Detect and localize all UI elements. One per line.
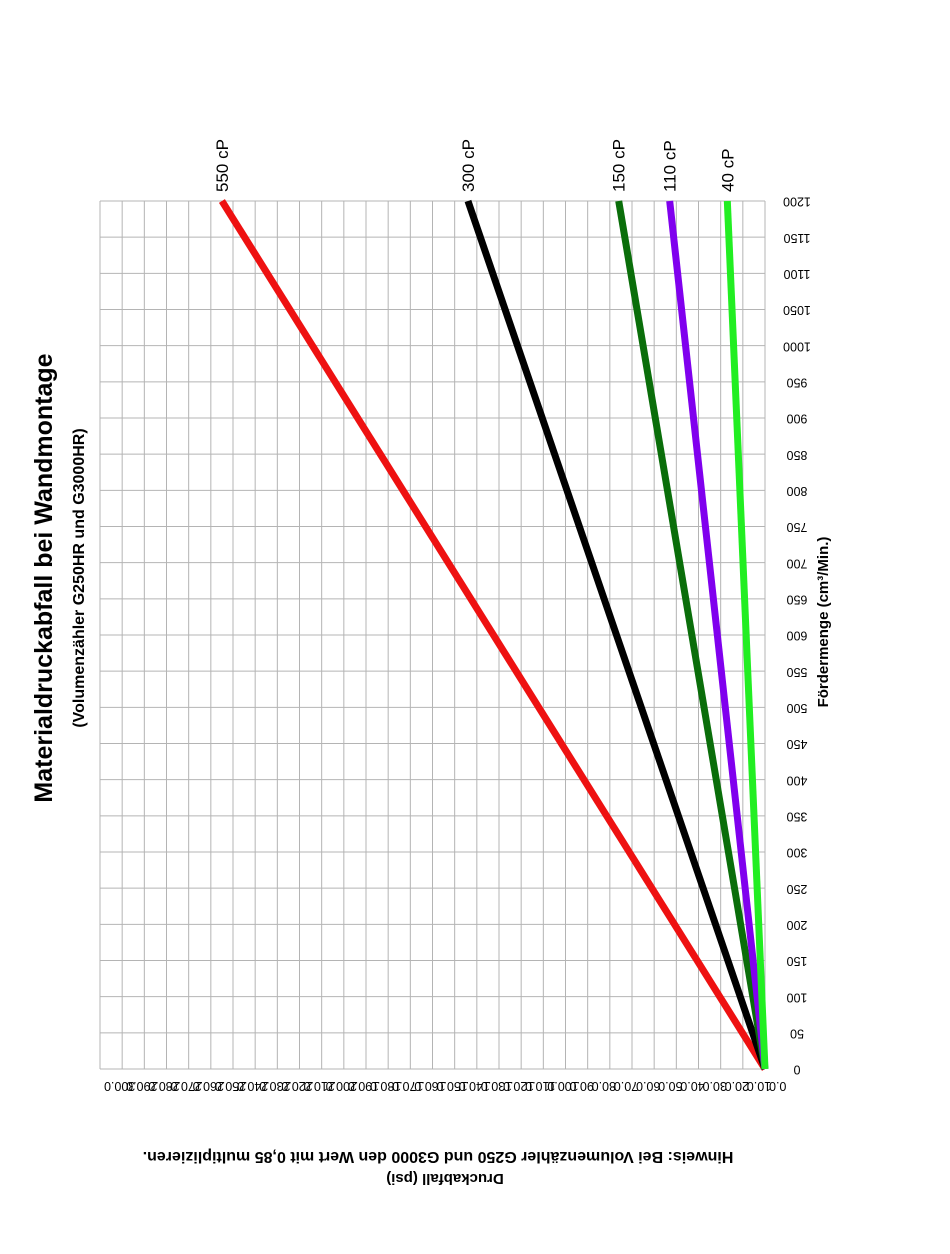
series-label: 550 cP [213, 139, 232, 192]
series-line [218, 199, 768, 1071]
pressure-tick-label: 250.0 [215, 1079, 246, 1093]
flow-tick-label: 400 [787, 773, 808, 787]
pressure-tick-label: 40.0 [680, 1079, 704, 1093]
flow-tick-label: 600 [787, 629, 808, 643]
chart-subtitle: (Volumenzähler G250HR und G3000HR) [71, 428, 88, 727]
series-line [723, 200, 769, 1070]
flow-tick-label: 1200 [783, 195, 811, 209]
pressure-tick-label: 290.0 [126, 1079, 157, 1093]
pressure-tick-label: 130.0 [481, 1079, 512, 1093]
series-label: 300 cP [459, 139, 478, 192]
flow-tick-labels: 0 50 100 150 200 250 300 350 400 450 500 550 600 650 7… [783, 195, 811, 1077]
pressure-tick-label: 240.0 [237, 1079, 268, 1093]
pressure-tick-label: 270.0 [170, 1079, 201, 1093]
flow-tick-label: 1150 [784, 231, 811, 245]
flow-tick-label: 800 [787, 484, 808, 498]
pressure-tick-label: 110.0 [525, 1079, 555, 1093]
series-line [615, 200, 769, 1070]
series-label: 40 cP [718, 149, 737, 192]
series-label: 110 cP [661, 140, 680, 192]
pressure-tick-label: 60.0 [636, 1079, 660, 1093]
pressure-tick-label: 300.0 [104, 1079, 135, 1093]
pressure-tick-label: 150.0 [436, 1079, 467, 1093]
flow-tick-label: 850 [787, 448, 808, 462]
x-axis-title: Fördermenge (cm³/Min.) [815, 537, 832, 708]
grid [99, 200, 766, 1070]
flow-tick-label: 250 [787, 882, 808, 896]
pressure-tick-label: 280.0 [148, 1079, 179, 1093]
flow-tick-label: 900 [787, 412, 808, 426]
pressure-tick-label: 230.0 [259, 1079, 290, 1093]
series-line [464, 199, 769, 1071]
y-axis-title: Druckabfall (psi) [386, 1170, 504, 1187]
series-lines [218, 199, 769, 1071]
pressure-tick-label: 90.0 [569, 1079, 593, 1093]
flow-tick-label: 1000 [783, 339, 811, 353]
pressure-tick-label: 190.0 [348, 1079, 379, 1093]
pressure-tick-label: 50.0 [658, 1079, 682, 1093]
flow-tick-label: 750 [787, 520, 808, 534]
pressure-tick-label: 170.0 [392, 1079, 423, 1093]
pressure-tick-label: 180.0 [370, 1079, 401, 1093]
flow-tick-label: 0 [793, 1063, 800, 1077]
pressure-tick-label: 30.0 [702, 1079, 726, 1093]
flow-tick-label: 150 [787, 954, 808, 968]
flow-tick-label: 550 [787, 665, 808, 679]
flow-tick-label: 100 [787, 990, 808, 1004]
pressure-tick-label: 100.0 [547, 1079, 578, 1093]
series-line [666, 200, 769, 1070]
pressure-tick-label: 160.0 [414, 1079, 445, 1093]
flow-tick-label: 200 [787, 918, 808, 932]
pressure-tick-labels: 0.010.020.030.040.050.060.070.080.090.01… [104, 1079, 786, 1093]
flow-tick-label: 700 [787, 556, 808, 570]
pressure-tick-label: 20.0 [725, 1079, 749, 1093]
flow-tick-label: 1050 [783, 303, 811, 317]
chart-title: Materialdruckabfall bei Wandmontage [30, 353, 58, 802]
pressure-tick-label: 0.0 [769, 1079, 786, 1093]
pressure-tick-label: 10.0 [747, 1079, 771, 1093]
note-text: Hinweis: Bei Volumenzähler G250 und G300… [143, 1148, 734, 1165]
pressure-tick-label: 200.0 [326, 1079, 357, 1093]
series-label: 150 cP [610, 139, 629, 192]
flow-tick-label: 350 [787, 810, 808, 824]
pressure-tick-label: 260.0 [193, 1079, 224, 1093]
pressure-tick-label: 80.0 [592, 1079, 616, 1093]
pressure-tick-label: 220.0 [281, 1079, 312, 1093]
flow-tick-label: 500 [787, 701, 808, 715]
flow-tick-label: 300 [787, 846, 808, 860]
flow-tick-label: 450 [787, 737, 808, 751]
flow-tick-label: 50 [790, 1027, 804, 1041]
series-labels: 550 cP 300 cP 150 cP 110 cP 40 cP [213, 139, 737, 192]
flow-tick-label: 650 [787, 593, 808, 607]
pressure-tick-label: 140.0 [459, 1079, 490, 1093]
flow-tick-label: 1100 [784, 267, 811, 281]
pressure-tick-label: 120.0 [503, 1079, 534, 1093]
flow-tick-label: 950 [787, 376, 808, 390]
pressure-tick-label: 70.0 [614, 1079, 638, 1093]
pressure-tick-label: 210.0 [303, 1079, 334, 1093]
